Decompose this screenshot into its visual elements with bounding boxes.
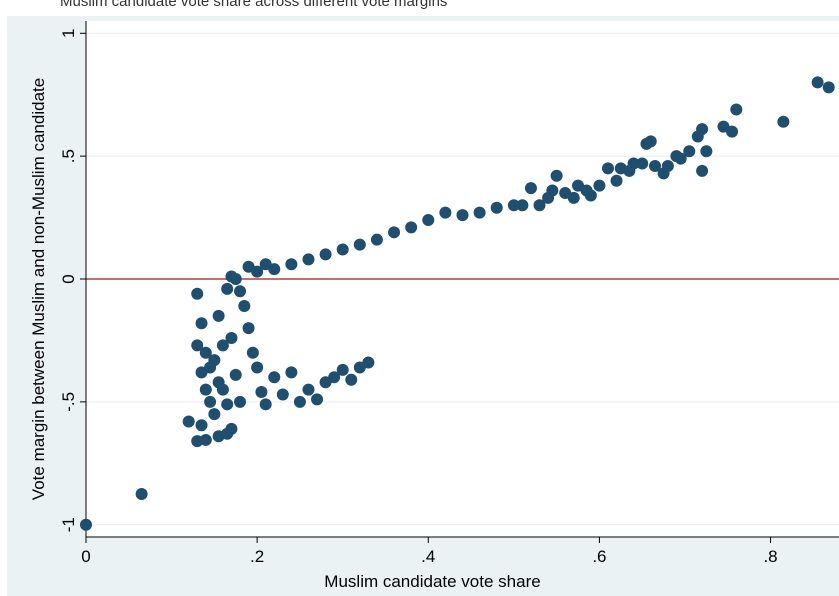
y-tick-label: -1 xyxy=(59,517,78,532)
data-point xyxy=(559,187,572,199)
data-point xyxy=(336,363,349,376)
data-point xyxy=(229,368,242,381)
data-point xyxy=(191,287,204,300)
data-point xyxy=(670,150,683,163)
data-point xyxy=(268,371,281,384)
data-point xyxy=(242,322,255,335)
x-axis-title: Muslim candidate vote share xyxy=(324,572,540,591)
y-axis-title: Vote margin between Muslim and non-Musli… xyxy=(29,78,48,500)
data-point xyxy=(251,361,264,374)
data-point xyxy=(422,214,435,227)
data-point xyxy=(204,395,217,408)
data-point xyxy=(199,433,212,446)
data-point xyxy=(208,354,221,367)
data-point xyxy=(777,115,790,128)
data-point xyxy=(717,120,730,133)
data-point xyxy=(456,209,469,222)
data-point xyxy=(593,179,606,192)
data-point xyxy=(353,238,366,251)
data-point xyxy=(507,199,520,212)
data-point xyxy=(439,206,452,219)
data-point xyxy=(649,159,662,172)
data-point xyxy=(640,137,653,150)
data-point xyxy=(550,169,563,182)
data-point xyxy=(182,415,195,428)
data-point xyxy=(216,383,229,396)
data-point xyxy=(221,398,234,411)
chart-panel: 0 .2 .4 .6 .8 -1 -.5 0 .5 1 Muslim candidate vote … xyxy=(7,16,839,596)
scatter-chart: 0 .2 .4 .6 .8 -1 -.5 0 .5 1 Muslim candidate vote … xyxy=(29,21,839,591)
data-point xyxy=(473,206,486,219)
data-point xyxy=(691,130,704,143)
x-tick-label: .6 xyxy=(592,547,606,566)
data-point xyxy=(238,300,251,313)
data-point xyxy=(276,388,289,401)
data-point xyxy=(234,395,247,408)
data-point xyxy=(490,201,503,214)
data-point xyxy=(191,339,204,352)
data-point xyxy=(229,273,242,285)
data-point xyxy=(208,408,221,421)
data-point xyxy=(700,145,713,158)
data-point xyxy=(336,243,349,256)
data-point xyxy=(542,191,555,204)
data-point xyxy=(302,253,315,266)
data-point xyxy=(246,346,259,359)
data-point xyxy=(811,76,824,89)
data-point xyxy=(572,179,585,192)
data-point xyxy=(657,167,670,180)
data-point xyxy=(285,366,298,379)
data-point xyxy=(610,174,623,187)
data-point xyxy=(370,233,383,246)
data-point xyxy=(516,199,529,212)
data-point xyxy=(319,248,332,261)
figure-caption: Muslim candidate vote share across diffe… xyxy=(60,0,448,10)
data-point xyxy=(388,226,401,239)
y-tick-label: -.5 xyxy=(59,392,78,412)
data-point xyxy=(328,371,341,384)
data-point xyxy=(636,157,649,170)
points-group xyxy=(80,76,835,531)
data-point xyxy=(221,282,234,295)
data-point xyxy=(199,383,212,396)
y-tick-label: .5 xyxy=(59,149,78,163)
data-point xyxy=(302,383,315,396)
data-point xyxy=(345,373,358,386)
data-point xyxy=(255,386,268,399)
data-point xyxy=(212,309,225,322)
data-point xyxy=(405,221,418,234)
x-tick-label: .4 xyxy=(421,547,435,566)
data-point xyxy=(524,182,537,195)
data-point xyxy=(195,419,208,432)
data-point xyxy=(822,81,835,94)
data-point xyxy=(259,258,272,271)
data-point xyxy=(225,422,238,435)
data-point xyxy=(293,395,306,408)
x-tick-label: .2 xyxy=(250,547,264,566)
x-tick-label: 0 xyxy=(81,547,90,566)
data-point xyxy=(601,162,614,175)
data-point xyxy=(683,145,696,158)
data-point xyxy=(135,488,148,500)
y-tick-label: 0 xyxy=(59,274,78,283)
data-point xyxy=(696,164,709,177)
data-point xyxy=(533,199,546,212)
y-tick-label: 1 xyxy=(59,29,78,38)
data-point xyxy=(285,258,298,271)
data-point xyxy=(80,518,92,531)
data-point xyxy=(242,260,255,273)
data-point xyxy=(216,339,229,352)
data-point xyxy=(259,398,272,411)
data-point xyxy=(311,393,324,406)
data-point xyxy=(362,356,375,369)
data-point xyxy=(195,317,208,330)
data-point xyxy=(730,103,743,116)
x-tick-label: .8 xyxy=(763,547,777,566)
data-point xyxy=(614,162,627,175)
data-point xyxy=(199,346,212,359)
data-point xyxy=(225,331,238,344)
data-point xyxy=(234,285,247,298)
